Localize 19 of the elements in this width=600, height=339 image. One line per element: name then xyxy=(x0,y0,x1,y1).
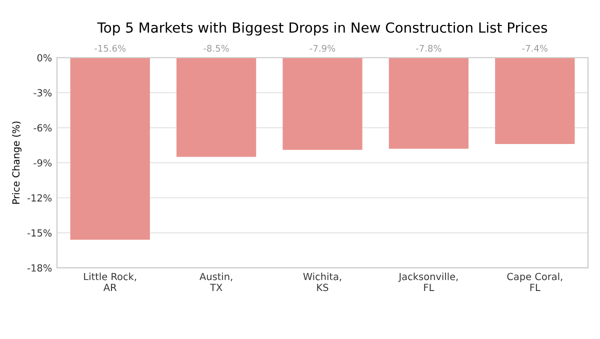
y-tick-label: -15% xyxy=(28,229,52,237)
x-tick-label: Cape Coral, FL xyxy=(507,272,562,291)
y-tick-label: -6% xyxy=(34,124,52,132)
x-tick-label: Jacksonville, FL xyxy=(398,272,458,291)
data-label: -7.9% xyxy=(310,44,336,52)
y-tick-label: -18% xyxy=(28,264,52,272)
chart-title: Top 5 Markets with Biggest Drops in New Construction List Prices xyxy=(97,22,548,36)
y-tick-label: 0% xyxy=(37,54,52,62)
x-tick-label: Little Rock, AR xyxy=(84,272,136,291)
x-tick-label: Wichita, KS xyxy=(303,272,342,292)
y-axis-title: Price Change (%) xyxy=(12,122,22,204)
data-label: -7.4% xyxy=(522,44,548,52)
x-tick-label: Austin, TX xyxy=(200,272,232,291)
data-label: -7.8% xyxy=(416,44,442,52)
y-tick-label: -3% xyxy=(34,89,52,96)
data-label: -8.5% xyxy=(204,44,229,52)
y-tick-label: -12% xyxy=(28,194,52,202)
data-label: -15.6% xyxy=(94,44,126,52)
y-tick-label: -9% xyxy=(34,159,52,167)
